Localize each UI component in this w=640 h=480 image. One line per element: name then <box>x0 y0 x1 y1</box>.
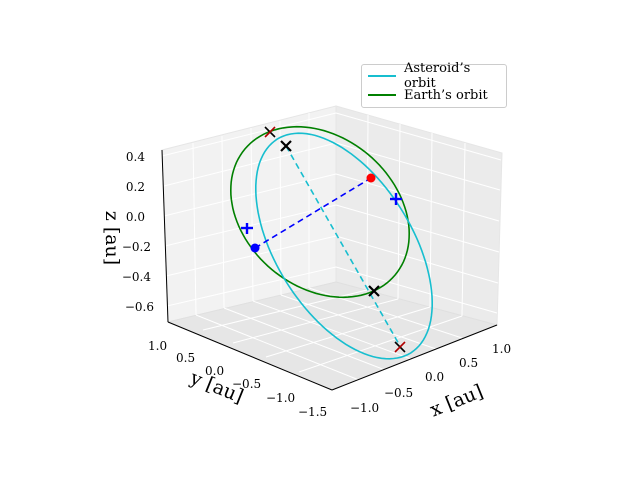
x-ticks: −1.0 −0.5 0.0 0.5 1.0 <box>350 342 511 415</box>
y-ticks: 1.0 0.5 0.0 −0.5 −1.0 −1.5 <box>148 339 327 419</box>
z-tick-label: 0.4 <box>126 150 145 164</box>
marker-node-top <box>280 140 292 152</box>
marker-plus-left <box>241 223 253 234</box>
marker-red-dot <box>366 173 376 183</box>
legend-item-earth: Earth’s orbit <box>368 86 488 104</box>
y-tick-label: 1.0 <box>148 339 167 353</box>
marker-redx-bottom <box>394 341 406 353</box>
x-tick-label: 1.0 <box>492 342 511 356</box>
y-tick-label: −1.5 <box>298 405 327 419</box>
y-tick-label: 0.5 <box>176 351 195 365</box>
legend: Asteroid’s orbit Earth’s orbit <box>361 61 507 108</box>
marker-blue-dot <box>250 243 260 253</box>
y-tick-label: −1.0 <box>266 391 295 405</box>
axes <box>161 149 498 391</box>
apsidal-line <box>254 177 372 249</box>
marker-node-bottom <box>368 285 380 297</box>
legend-label-earth: Earth’s orbit <box>404 87 488 103</box>
y-tick-label: −0.5 <box>232 377 261 391</box>
x-tick-label: −1.0 <box>350 401 379 415</box>
z-tick-label: 0.2 <box>126 180 145 194</box>
z-tick-label: −0.6 <box>125 300 154 314</box>
legend-swatch-earth <box>368 94 396 96</box>
earth-orbit-line <box>229 125 411 299</box>
grid <box>161 112 502 381</box>
z-ticks: 0.4 0.2 0.0 −0.2 −0.4 −0.6 <box>122 150 154 314</box>
y-tick-label: 0.0 <box>205 364 224 378</box>
legend-label-asteroid: Asteroid’s orbit <box>403 61 471 91</box>
x-tick-label: 0.0 <box>425 370 444 384</box>
z-tick-label: −0.4 <box>122 270 152 284</box>
z-axis-label: z [au] <box>101 211 123 265</box>
x-axis-label: x [au] <box>427 380 486 421</box>
legend-item-asteroid: Asteroid’s orbit <box>368 61 506 91</box>
marker-redx-top <box>264 126 276 138</box>
z-tick-label: 0.0 <box>126 210 145 224</box>
line-of-nodes <box>285 145 401 347</box>
z-tick-label: −0.2 <box>122 240 151 254</box>
legend-swatch-asteroid <box>368 75 396 77</box>
x-tick-label: 0.5 <box>459 356 478 370</box>
x-tick-label: −0.5 <box>384 386 413 400</box>
asteroid-orbit-line <box>255 132 433 360</box>
marker-plus-right <box>390 193 402 205</box>
